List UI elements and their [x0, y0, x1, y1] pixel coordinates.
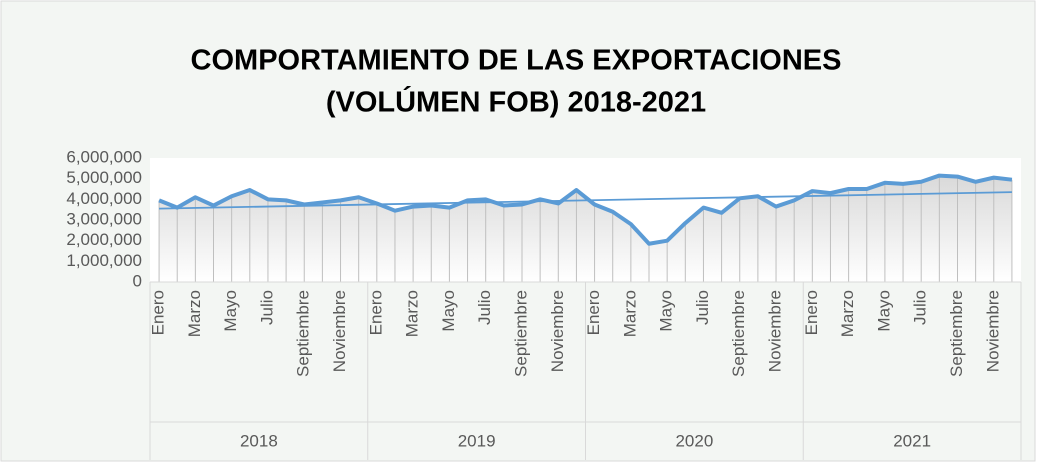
x-tick-label: Noviembre — [766, 290, 785, 372]
x-tick-label: Septiembre — [729, 290, 748, 377]
y-tick-label: 4,000,000 — [66, 189, 142, 208]
group-label: 2018 — [240, 431, 278, 450]
x-tick-label: Marzo — [403, 290, 422, 337]
trendline — [159, 191, 1012, 210]
y-tick-label: 6,000,000 — [66, 147, 142, 166]
y-tick-label: 1,000,000 — [66, 251, 142, 270]
group-label: 2021 — [893, 431, 931, 450]
x-tick-label: Mayo — [874, 290, 893, 332]
x-tick-label: Julio — [257, 290, 276, 325]
x-tick-label: Enero — [584, 290, 603, 335]
y-tick-label: 2,000,000 — [66, 230, 142, 249]
x-tick-label: Julio — [475, 290, 494, 325]
x-tick-label: Septiembre — [511, 290, 530, 377]
x-tick-label: Noviembre — [330, 290, 349, 372]
x-tick-label: Marzo — [185, 290, 204, 337]
x-tick-label: Enero — [802, 290, 821, 335]
x-tick-label: Enero — [149, 290, 168, 335]
x-tick-label: Septiembre — [294, 290, 313, 377]
y-tick-label: 5,000,000 — [66, 168, 142, 187]
group-label: 2019 — [458, 431, 496, 450]
x-tick-label: Mayo — [657, 290, 676, 332]
x-tick-label: Enero — [366, 290, 385, 335]
x-tick-label: Julio — [693, 290, 712, 325]
y-tick-label: 3,000,000 — [66, 209, 142, 228]
chart-title: COMPORTAMIENTO DE LAS EXPORTACIONES — [191, 45, 842, 77]
line — [158, 173, 1013, 246]
group-label: 2020 — [675, 431, 713, 450]
x-tick-label: Marzo — [620, 290, 639, 337]
x-tick-label: Noviembre — [548, 290, 567, 372]
x-tick-label: Marzo — [838, 290, 857, 337]
x-tick-label: Septiembre — [947, 290, 966, 377]
x-tick-label: Mayo — [221, 290, 240, 332]
x-tick-label: Mayo — [439, 290, 458, 332]
chart-title: (VOLÚMEN FOB) 2018-2021 — [326, 85, 706, 119]
x-tick-label: Noviembre — [983, 290, 1002, 372]
x-tick-label: Julio — [911, 290, 930, 325]
y-tick-label: 0 — [133, 271, 142, 290]
